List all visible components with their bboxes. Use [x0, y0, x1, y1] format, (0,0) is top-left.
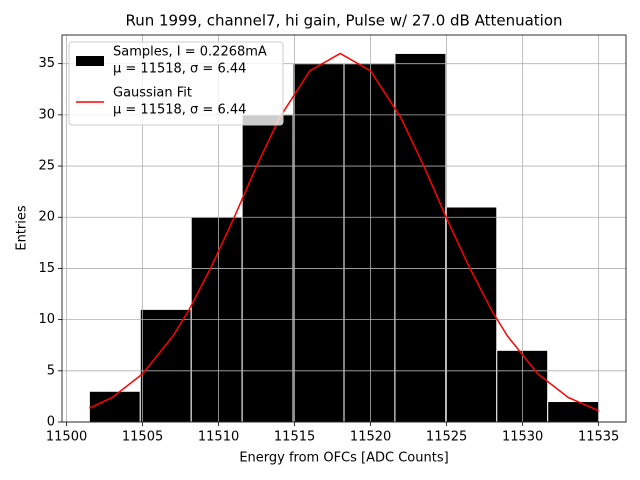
x-tick-label: 11535	[578, 430, 619, 445]
y-tick-label: 35	[38, 56, 55, 71]
x-tick-label: 11515	[274, 430, 315, 445]
y-tick-label: 25	[38, 159, 55, 174]
y-tick-label: 15	[38, 261, 55, 276]
x-tick-label: 11530	[502, 430, 543, 445]
legend-box	[68, 41, 284, 126]
legend-label: Samples, I = 0.2268mA	[113, 45, 267, 60]
x-axis-label: Energy from OFCs [ADC Counts]	[239, 451, 448, 466]
legend-label: μ = 11518, σ = 6.44	[113, 62, 246, 77]
histogram-bar	[547, 401, 600, 423]
histogram-bar	[343, 63, 396, 423]
legend-patch	[76, 56, 104, 66]
x-tick-label: 11500	[46, 430, 87, 445]
histogram-bar	[394, 52, 447, 423]
y-tick-label: 0	[47, 415, 55, 430]
x-tick-label: 11505	[122, 430, 163, 445]
histogram-bar	[88, 390, 141, 423]
y-tick-label: 30	[38, 107, 55, 122]
y-axis-label: Entries	[15, 205, 30, 251]
legend-label: Gaussian Fit	[113, 86, 192, 101]
y-tick-label: 20	[38, 210, 55, 225]
legend: Samples, I = 0.2268mA μ = 11518, σ = 6.44…	[68, 41, 284, 126]
legend-label: μ = 11518, σ = 6.44	[113, 103, 246, 118]
plot-frame	[61, 34, 627, 423]
x-tick-label: 11525	[426, 430, 467, 445]
y-tick-label: 10	[38, 312, 55, 327]
histogram-bar	[445, 206, 498, 423]
histogram-bar	[139, 308, 192, 423]
chart-title: Run 1999, channel7, hi gain, Pulse w/ 27…	[125, 12, 562, 30]
x-tick-label: 11510	[198, 430, 239, 445]
fit-line	[89, 52, 599, 412]
x-tick-label: 11520	[350, 430, 391, 445]
y-tick-label: 5	[47, 363, 55, 378]
histogram-bar	[292, 63, 345, 423]
